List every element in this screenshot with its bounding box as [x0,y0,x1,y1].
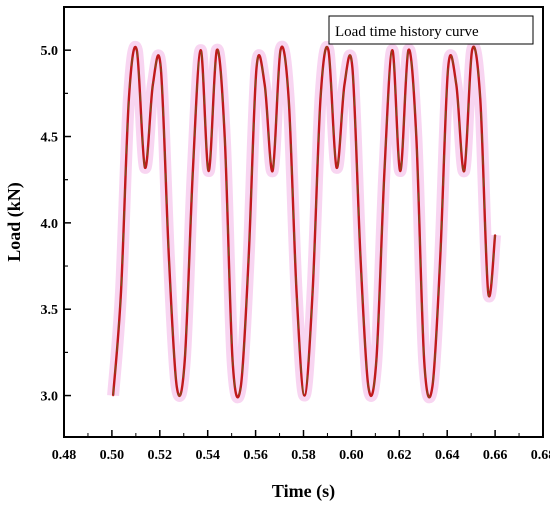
data-point [176,386,178,388]
data-point [303,394,306,397]
data-point [463,170,466,172]
x-tick-label: 0.58 [291,448,316,463]
data-point [383,170,386,172]
x-tick-label: 0.66 [483,448,508,463]
legend-label: Load time history curve [335,24,479,40]
highlight-layer [107,40,502,404]
data-point [136,49,138,51]
data-point [231,360,234,362]
data-point [375,360,378,362]
line-layer [111,45,497,399]
data-point [255,66,258,69]
data-point [399,170,402,172]
data-point [152,83,154,86]
x-tick-label: 0.56 [243,448,268,463]
x-tick-label: 0.50 [100,448,125,463]
data-point [407,49,410,51]
data-point [479,97,482,100]
data-point [359,256,362,259]
data-point [494,234,496,236]
data-point [319,97,322,100]
data-point [247,256,250,259]
legend: Load time history curve [328,15,534,45]
data-point [239,386,242,388]
data-point [351,66,354,69]
data-point [431,386,434,388]
data-point [279,49,282,51]
y-tick-label: 3.5 [41,303,59,318]
data-point [207,170,210,172]
x-tick-label: 0.60 [339,448,364,463]
data-point [415,135,418,138]
data-point [199,49,202,51]
data-point [159,66,162,69]
x-tick-label: 0.64 [435,448,460,463]
y-axis-label: Load (kN) [4,182,25,262]
data-point [192,170,194,172]
data-point [367,386,370,388]
legend-box [328,15,534,45]
data-point [216,49,218,51]
x-tick-label: 0.62 [387,448,412,463]
x-tick-label: 0.48 [52,448,77,463]
y-tick-label: 4.5 [41,131,59,146]
data-point [327,49,330,51]
data-point [144,166,146,169]
data-point [311,291,314,293]
data-point [271,170,274,172]
data-point [471,49,473,51]
y-tick-label: 4.0 [41,217,59,232]
data-point [343,83,346,86]
data-point [391,49,394,51]
y-tick-label: 3.0 [41,390,59,405]
data-point [455,83,458,86]
data-point [263,83,266,86]
data-point [128,97,130,100]
y-tick-label: 5.0 [41,44,59,59]
data-point [439,256,442,259]
x-axis-ticks: 0.48 0.50 0.52 0.54 0.56 0.58 0.60 0.62 0.64 0.66… [52,430,550,463]
data-point [112,394,114,397]
series-highlight [107,40,502,404]
data-point [295,291,298,293]
data-point [487,291,489,293]
x-tick-label: 0.52 [148,448,173,463]
data-point [168,256,170,259]
x-tick-label: 0.68 [531,448,550,463]
x-tick-label: 0.54 [195,448,220,463]
data-point [120,291,122,293]
x-axis-label: Time (s) [272,481,335,502]
data-point [223,135,226,138]
data-point [447,66,449,69]
data-point [183,360,186,362]
data-point [287,97,290,100]
data-point [335,166,338,169]
y-axis-ticks: 3.0 3.5 4.0 4.5 5.0 [41,44,71,405]
data-point [423,360,426,362]
